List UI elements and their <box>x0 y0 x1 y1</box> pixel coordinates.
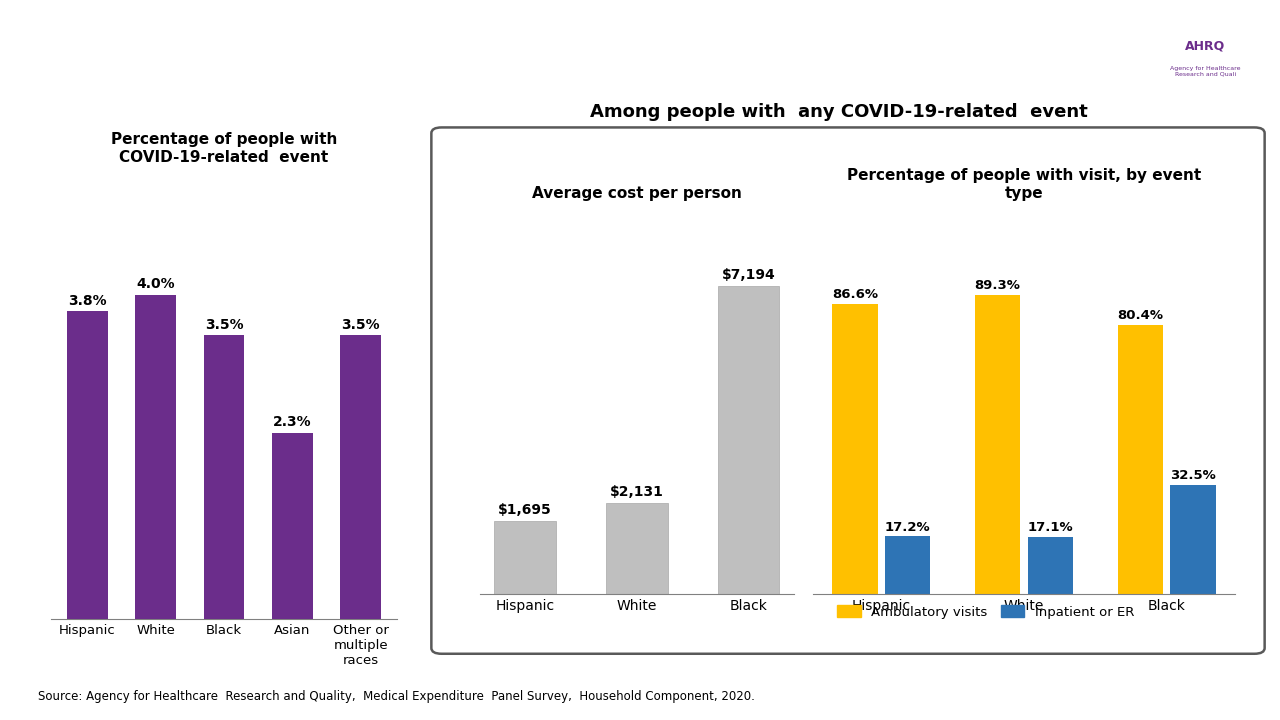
Bar <box>67 311 108 619</box>
Text: AHRQ: AHRQ <box>1185 40 1226 53</box>
Text: 3.5%: 3.5% <box>205 318 243 332</box>
Bar <box>975 295 1020 594</box>
Bar <box>340 335 381 619</box>
Text: 17.1%: 17.1% <box>1028 521 1073 534</box>
Bar <box>1028 536 1073 594</box>
Text: $7,194: $7,194 <box>722 268 776 282</box>
Bar <box>605 503 668 594</box>
Text: Figure 5. COVID-19 utilization and expenditures by race/ethnicity, 2020: Figure 5. COVID-19 utilization and expen… <box>49 45 1001 68</box>
Bar <box>494 521 556 594</box>
Ellipse shape <box>1076 0 1274 113</box>
Title: Percentage of people with
COVID-19-related  event: Percentage of people with COVID-19-relat… <box>111 132 337 165</box>
Text: Source: Agency for Healthcare  Research and Quality,  Medical Expenditure  Panel: Source: Agency for Healthcare Research a… <box>38 690 755 703</box>
Text: 32.5%: 32.5% <box>1170 469 1216 482</box>
Title: Percentage of people with visit, by event
type: Percentage of people with visit, by even… <box>847 168 1201 201</box>
Text: 2.3%: 2.3% <box>273 415 311 429</box>
Text: 80.4%: 80.4% <box>1117 309 1164 322</box>
Bar <box>718 286 780 594</box>
Text: 86.6%: 86.6% <box>832 288 878 301</box>
Text: Agency for Healthcare
Research and Quali: Agency for Healthcare Research and Quali <box>1170 66 1240 76</box>
Text: 3.5%: 3.5% <box>342 318 380 332</box>
Bar <box>1117 325 1164 594</box>
Bar <box>1170 485 1216 594</box>
Title: Average cost per person: Average cost per person <box>532 186 741 201</box>
Text: 3.8%: 3.8% <box>68 294 106 307</box>
Bar <box>832 304 878 594</box>
Text: 89.3%: 89.3% <box>974 279 1020 292</box>
Text: $2,131: $2,131 <box>609 485 664 498</box>
Bar <box>204 335 244 619</box>
Bar <box>271 433 312 619</box>
Text: 4.0%: 4.0% <box>137 277 175 292</box>
Bar <box>884 536 931 594</box>
Bar <box>136 294 177 619</box>
Text: 17.2%: 17.2% <box>884 521 931 534</box>
Text: Among people with  any COVID-19-related  event: Among people with any COVID-19-related e… <box>590 102 1087 120</box>
Legend: Ambulatory visits, Inpatient or ER: Ambulatory visits, Inpatient or ER <box>832 600 1139 624</box>
Text: $1,695: $1,695 <box>498 503 552 517</box>
